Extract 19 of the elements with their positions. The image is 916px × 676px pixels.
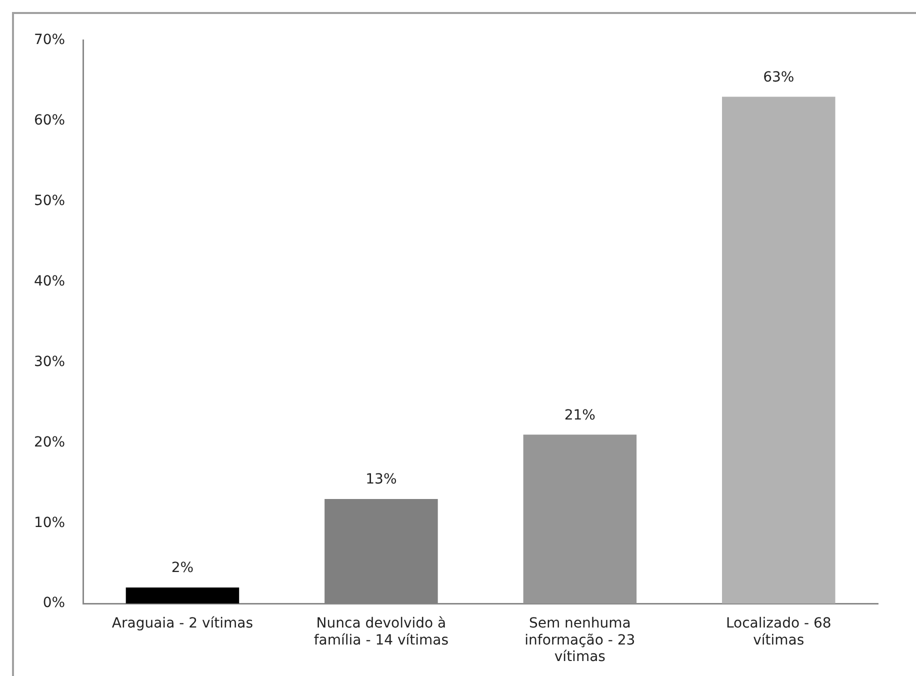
data-label: 2% (171, 560, 194, 576)
data-label: 63% (763, 69, 794, 86)
y-tick-label: 30% (34, 354, 66, 370)
data-label: 13% (366, 472, 397, 488)
x-tick-label: Nunca devolvido à família - 14 vítimas (314, 616, 449, 648)
data-label: 21% (564, 407, 596, 424)
bar (722, 96, 836, 604)
bar (126, 588, 240, 604)
x-tick-label: Localizado - 68 vítimas (726, 616, 832, 648)
y-tick-label: 60% (34, 112, 66, 128)
y-tick-label: 50% (34, 192, 66, 209)
y-tick-label: 10% (34, 514, 66, 531)
y-tick-label: 20% (34, 434, 66, 450)
y-tick-label: 0% (42, 595, 66, 612)
y-tick-label: 70% (34, 32, 66, 48)
x-tick-label: Araguaia - 2 vítimas (112, 616, 254, 632)
x-tick-label: Sem nenhuma informação - 23 vítimas (524, 616, 636, 666)
y-tick-label: 40% (34, 273, 66, 290)
bar (523, 434, 637, 604)
